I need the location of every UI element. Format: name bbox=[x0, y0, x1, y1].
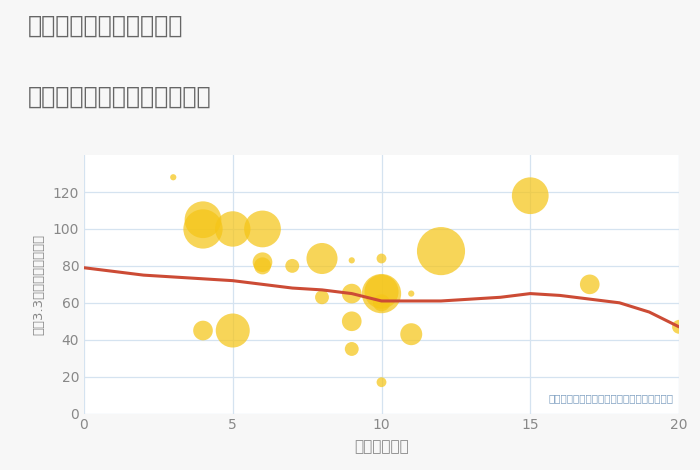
Point bbox=[227, 225, 238, 233]
Point bbox=[346, 257, 357, 264]
Point bbox=[346, 318, 357, 325]
X-axis label: 駅距離（分）: 駅距離（分） bbox=[354, 439, 409, 454]
Point bbox=[525, 192, 536, 199]
Text: 円の大きさは、取引のあった物件面積を示す: 円の大きさは、取引のあった物件面積を示す bbox=[548, 393, 673, 403]
Point bbox=[376, 255, 387, 262]
Point bbox=[197, 216, 209, 223]
Point bbox=[257, 258, 268, 266]
Point bbox=[376, 299, 387, 306]
Point bbox=[287, 262, 298, 270]
Point bbox=[257, 262, 268, 270]
Text: 三重県四日市市山城町の: 三重県四日市市山城町の bbox=[28, 14, 183, 38]
Point bbox=[346, 345, 357, 352]
Point bbox=[376, 288, 387, 296]
Point bbox=[316, 293, 328, 301]
Point bbox=[316, 255, 328, 262]
Point bbox=[376, 290, 387, 298]
Point bbox=[168, 173, 179, 181]
Point bbox=[435, 247, 447, 255]
Point bbox=[376, 378, 387, 386]
Point bbox=[406, 290, 417, 298]
Point bbox=[197, 225, 209, 233]
Point bbox=[257, 225, 268, 233]
Point bbox=[406, 330, 417, 338]
Point bbox=[346, 290, 357, 298]
Point bbox=[584, 281, 595, 288]
Point bbox=[673, 323, 685, 330]
Text: 駅距離別中古マンション価格: 駅距離別中古マンション価格 bbox=[28, 85, 211, 109]
Point bbox=[227, 327, 238, 334]
Y-axis label: 坪（3.3㎡）単価（万円）: 坪（3.3㎡）単価（万円） bbox=[33, 234, 46, 335]
Point bbox=[197, 327, 209, 334]
